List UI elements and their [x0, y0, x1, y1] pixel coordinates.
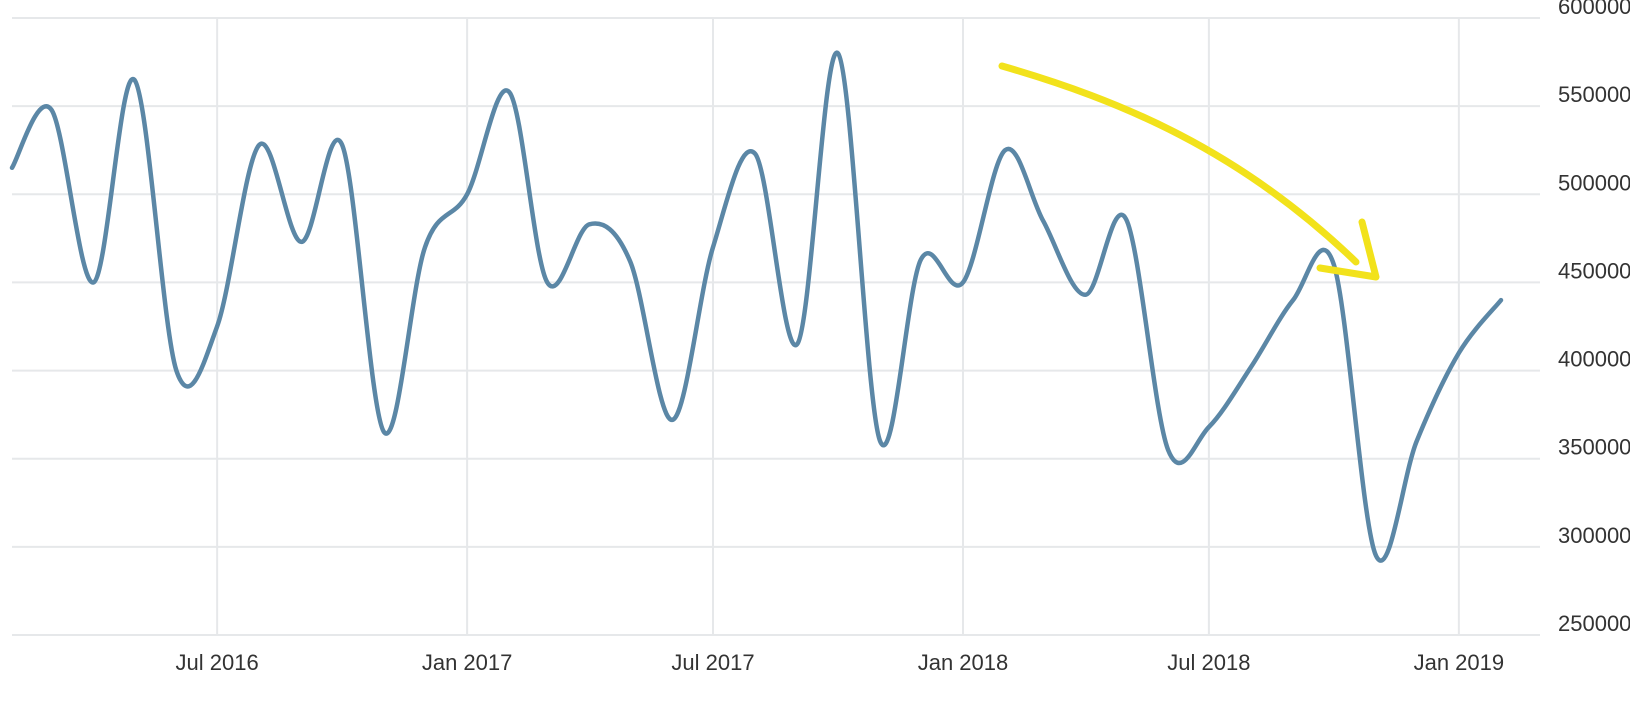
x-tick-label: Jan 2018: [918, 650, 1009, 675]
y-tick-label: 550000: [1558, 82, 1630, 107]
annotation-layer: [998, 62, 1380, 281]
trend-arrow-head: [1316, 218, 1380, 281]
x-tick-label: Jan 2017: [422, 650, 513, 675]
y-tick-label: 600000: [1558, 0, 1630, 19]
series-layer: [9, 50, 1504, 563]
axis-labels: 250000 300000 350000 400000 450000 500000 5500…: [176, 0, 1630, 675]
x-tick-label: Jan 2019: [1414, 650, 1505, 675]
trend-arrow-shaft: [998, 62, 1360, 266]
x-tick-label: Jul 2018: [1167, 650, 1250, 675]
y-tick-label: 450000: [1558, 258, 1630, 283]
y-tick-label: 350000: [1558, 435, 1630, 460]
gridlines: [12, 17, 1540, 636]
x-tick-label: Jul 2016: [176, 650, 259, 675]
y-tick-label: 400000: [1558, 347, 1630, 372]
series-line: [9, 50, 1504, 563]
y-tick-label: 300000: [1558, 523, 1630, 548]
y-tick-label: 500000: [1558, 170, 1630, 195]
x-tick-label: Jul 2017: [671, 650, 754, 675]
y-tick-label: 250000: [1558, 611, 1630, 636]
